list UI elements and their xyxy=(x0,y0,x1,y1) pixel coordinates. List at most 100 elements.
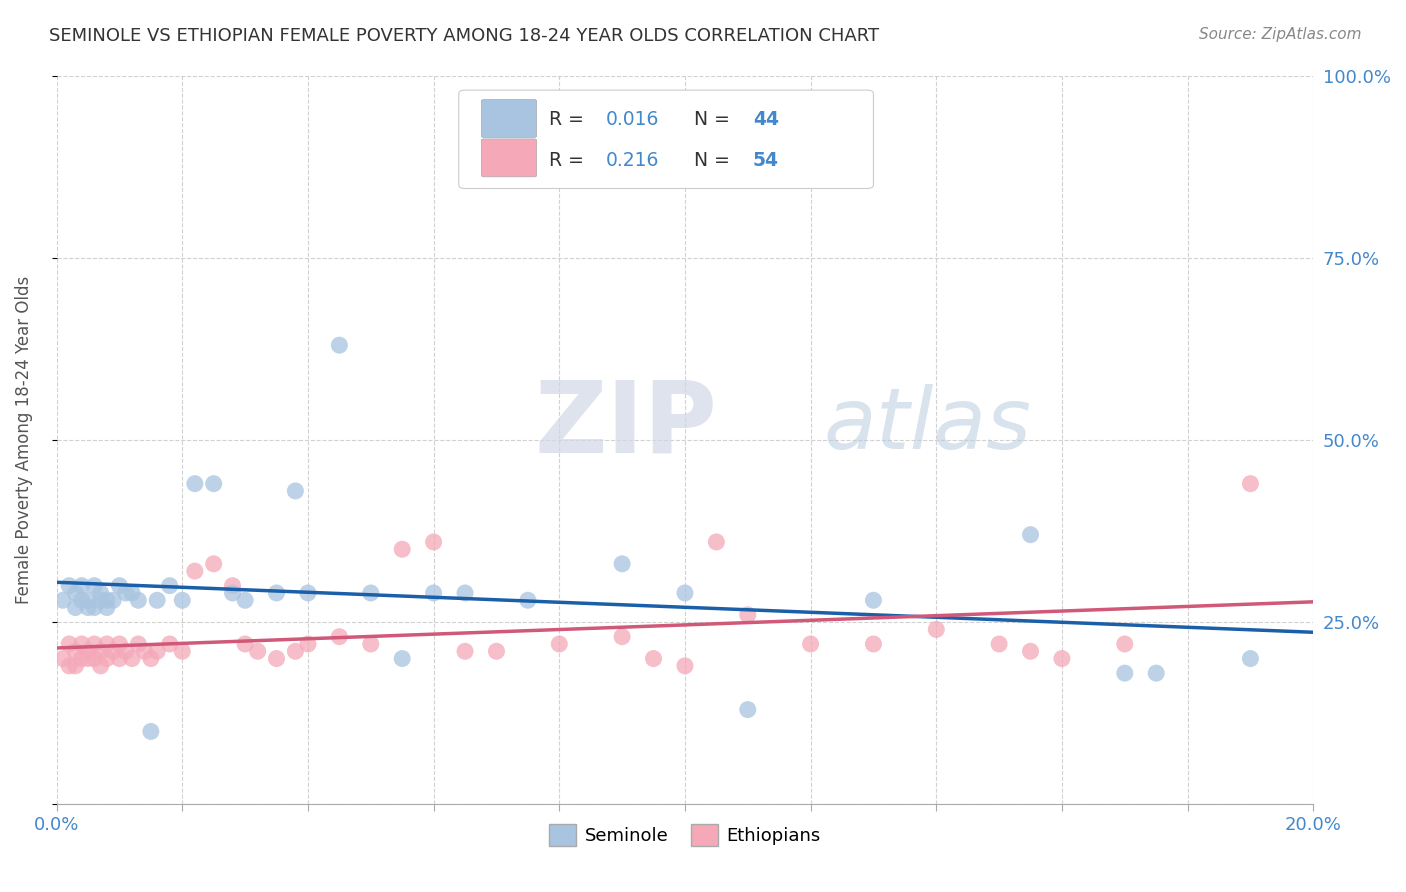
Point xyxy=(121,651,143,665)
Point xyxy=(96,600,118,615)
Point xyxy=(77,593,100,607)
FancyBboxPatch shape xyxy=(481,139,537,177)
Point xyxy=(297,637,319,651)
Point xyxy=(221,579,243,593)
Point xyxy=(673,586,696,600)
Point xyxy=(90,644,112,658)
Point xyxy=(422,586,444,600)
Point xyxy=(146,644,169,658)
Point xyxy=(266,586,288,600)
Text: 44: 44 xyxy=(752,110,779,128)
Point xyxy=(1144,666,1167,681)
Point xyxy=(246,644,269,658)
Point xyxy=(96,651,118,665)
Point xyxy=(1114,637,1136,651)
Point xyxy=(485,644,508,658)
Point xyxy=(146,593,169,607)
Point xyxy=(58,579,80,593)
Point xyxy=(121,586,143,600)
Point xyxy=(90,593,112,607)
FancyBboxPatch shape xyxy=(458,90,873,188)
Text: 0.216: 0.216 xyxy=(606,151,659,169)
Point xyxy=(58,637,80,651)
Point xyxy=(114,586,136,600)
Point xyxy=(108,637,131,651)
Point xyxy=(862,593,884,607)
Point xyxy=(96,593,118,607)
Point xyxy=(297,586,319,600)
Point xyxy=(706,535,728,549)
Point xyxy=(862,637,884,651)
Point xyxy=(184,476,207,491)
Point xyxy=(83,579,105,593)
FancyBboxPatch shape xyxy=(481,100,537,137)
Point xyxy=(83,651,105,665)
Point xyxy=(96,637,118,651)
Point xyxy=(391,542,413,557)
Point xyxy=(1239,651,1261,665)
Point xyxy=(1114,666,1136,681)
Point xyxy=(139,651,162,665)
Y-axis label: Female Poverty Among 18-24 Year Olds: Female Poverty Among 18-24 Year Olds xyxy=(15,276,32,604)
Point xyxy=(1019,644,1042,658)
Point xyxy=(284,644,307,658)
Point xyxy=(233,593,256,607)
Point xyxy=(454,586,477,600)
Point xyxy=(184,564,207,578)
Point xyxy=(65,600,87,615)
Text: N =: N = xyxy=(693,110,735,128)
Point xyxy=(1050,651,1073,665)
Point xyxy=(101,644,124,658)
Point xyxy=(101,593,124,607)
Point xyxy=(159,637,181,651)
Point xyxy=(139,724,162,739)
Point xyxy=(108,651,131,665)
Point xyxy=(737,702,759,716)
Point xyxy=(610,557,633,571)
Point xyxy=(114,644,136,658)
Point xyxy=(134,644,156,658)
Point xyxy=(90,658,112,673)
Text: SEMINOLE VS ETHIOPIAN FEMALE POVERTY AMONG 18-24 YEAR OLDS CORRELATION CHART: SEMINOLE VS ETHIOPIAN FEMALE POVERTY AMO… xyxy=(49,27,879,45)
Point xyxy=(643,651,665,665)
Point xyxy=(360,637,382,651)
Point xyxy=(65,586,87,600)
Point xyxy=(159,579,181,593)
Point xyxy=(65,644,87,658)
Point xyxy=(52,651,75,665)
Text: Source: ZipAtlas.com: Source: ZipAtlas.com xyxy=(1198,27,1361,42)
Text: atlas: atlas xyxy=(823,384,1031,467)
Point xyxy=(202,476,225,491)
Point xyxy=(202,557,225,571)
Point xyxy=(925,623,948,637)
Point xyxy=(127,637,149,651)
Point xyxy=(610,630,633,644)
Point xyxy=(1019,527,1042,541)
Point xyxy=(172,593,194,607)
Point xyxy=(70,579,93,593)
Point xyxy=(221,586,243,600)
Point xyxy=(1239,476,1261,491)
Text: 54: 54 xyxy=(752,151,779,169)
Point xyxy=(328,630,350,644)
Point xyxy=(70,593,93,607)
Point xyxy=(284,483,307,498)
Point xyxy=(83,637,105,651)
Point xyxy=(70,651,93,665)
Text: N =: N = xyxy=(693,151,735,169)
Point xyxy=(172,644,194,658)
Point xyxy=(360,586,382,600)
Point xyxy=(70,637,93,651)
Point xyxy=(77,600,100,615)
Point xyxy=(52,593,75,607)
Point xyxy=(127,593,149,607)
Text: ZIP: ZIP xyxy=(534,376,717,474)
Point xyxy=(83,600,105,615)
Point xyxy=(800,637,823,651)
Point xyxy=(988,637,1011,651)
Point xyxy=(328,338,350,352)
Point xyxy=(77,644,100,658)
Point xyxy=(422,535,444,549)
Point xyxy=(516,593,538,607)
Point xyxy=(77,651,100,665)
